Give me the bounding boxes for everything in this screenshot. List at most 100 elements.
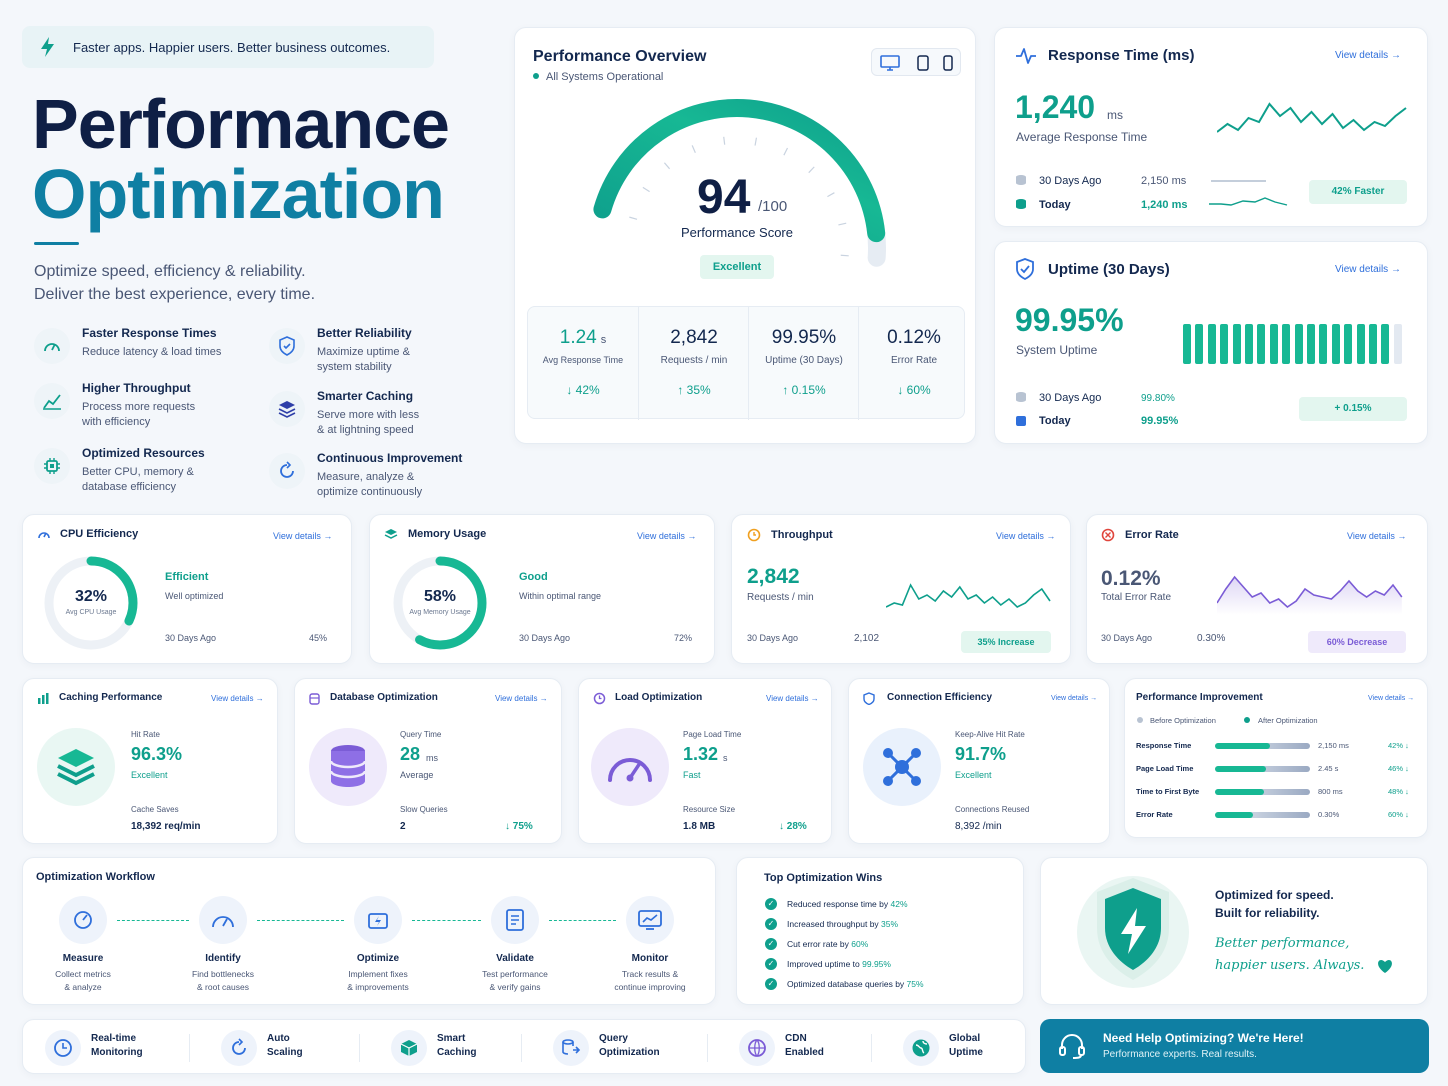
shield-lightning-illustration <box>1077 876 1189 988</box>
error-badge: 60% Decrease <box>1308 631 1406 653</box>
cpu-view-details[interactable]: View details → <box>273 531 333 541</box>
wins-title: Top Optimization Wins <box>764 872 883 884</box>
error-sparkline <box>1217 575 1403 615</box>
memory-view-details[interactable]: View details → <box>637 531 697 541</box>
throughput-view-details[interactable]: View details → <box>996 531 1056 541</box>
uptime-card: Uptime (30 Days) View details → 99.95% S… <box>994 241 1428 444</box>
feature-desc: database efficiency <box>82 481 176 493</box>
database-v2: 2 <box>400 821 406 832</box>
cpu-status: Efficient <box>165 571 209 583</box>
improvement-card: Performance Improvement View details → B… <box>1124 678 1428 838</box>
win-highlight: 42% <box>890 899 908 909</box>
feature-strip-label: Smart <box>437 1033 466 1044</box>
feature-strip-label: Enabled <box>785 1047 824 1058</box>
memory-card: Memory Usage View details → 58% Avg Memo… <box>369 514 715 664</box>
desktop-icon[interactable] <box>880 55 900 71</box>
caching-illustration <box>37 728 115 806</box>
legend-before-dot <box>1137 717 1143 723</box>
improvement-after-bar <box>1215 789 1265 795</box>
promo-line1: Optimized for speed. <box>1215 888 1334 902</box>
score-max: /100 <box>758 198 788 215</box>
improvement-view-details[interactable]: View details → <box>1368 695 1415 702</box>
workflow-step-title: Identify <box>205 953 241 964</box>
load-title: Load Optimization <box>615 692 703 703</box>
overview-stat: 99.95% Uptime (30 Days) ↑ 0.15% <box>748 307 858 420</box>
feature-desc: Process more requests <box>82 401 196 413</box>
help-button[interactable]: Need Help Optimizing? We're Here! Perfor… <box>1040 1019 1429 1073</box>
overview-title: Performance Overview <box>533 48 707 65</box>
overview-stat: 0.12% Error Rate ↓ 60% <box>858 307 968 420</box>
error-value: 0.12% <box>1101 567 1161 590</box>
workflow-step-desc: & root causes <box>197 982 249 992</box>
database-title: Database Optimization <box>330 692 438 703</box>
divider <box>707 1034 708 1062</box>
database-v1: 28 <box>400 744 421 764</box>
promo-line2: Built for reliability. <box>1215 906 1320 920</box>
workflow-step-desc: Test performance <box>482 969 548 979</box>
load-view-details[interactable]: View details → <box>766 694 819 703</box>
workflow-step-desc: continue improving <box>614 982 686 992</box>
uptime-bar <box>1232 324 1241 364</box>
win-highlight: 99.95% <box>862 959 891 969</box>
feature-strip-label: Scaling <box>267 1047 303 1058</box>
bar-chart-icon <box>38 693 49 704</box>
stat-value: 99.95% <box>771 327 837 348</box>
uptime-view-details[interactable]: View details → <box>1335 264 1401 275</box>
error-view-details[interactable]: View details → <box>1347 531 1407 541</box>
response-time-card: Response Time (ms) View details → 1,240 … <box>994 27 1428 227</box>
device-toggle <box>871 48 961 76</box>
feature-item: Smarter Caching Serve more with less & at … <box>269 385 484 445</box>
memory-title: Memory Usage <box>408 528 487 540</box>
uptime-bar <box>1294 324 1303 364</box>
score-badge: Excellent <box>700 255 774 279</box>
feature-item: Higher Throughput Process more requests wi… <box>34 377 249 437</box>
database-view-details[interactable]: View details → <box>495 694 548 703</box>
chip-icon <box>34 448 70 484</box>
gauge-tick <box>840 254 849 257</box>
error-title: Error Rate <box>1125 529 1179 541</box>
gauge-tick <box>663 162 671 170</box>
cpu-ring <box>44 556 138 650</box>
stat-change: ↓ 42% <box>566 383 600 397</box>
feature-title: Smarter Caching <box>317 389 414 403</box>
gauge-tick <box>723 136 726 145</box>
tablet-icon[interactable] <box>917 55 929 71</box>
workflow-step-title: Monitor <box>631 953 669 964</box>
improvement-row-label: Page Load Time <box>1136 764 1194 773</box>
stat-change: ↑ 0.15% <box>782 383 826 397</box>
load-v2: 1.8 MB <box>683 821 716 832</box>
caching-v1: 96.3% <box>131 744 183 764</box>
stat-label: Requests / min <box>660 355 728 366</box>
connection-v2: 8,392 /min <box>955 821 1002 832</box>
memory-desc: Within optimal range <box>519 591 602 601</box>
response-past-value: 2,150 ms <box>1141 175 1187 187</box>
workflow-card: Optimization Workflow Measure Collect met… <box>22 857 716 1005</box>
feature-strip-label: Global <box>949 1033 981 1044</box>
stat-label: Uptime (30 Days) <box>765 355 843 366</box>
workflow-connector <box>412 920 481 921</box>
mobile-icon[interactable] <box>943 55 953 71</box>
connection-card: Connection Efficiency View details → Kee… <box>848 678 1110 844</box>
response-badge: 42% Faster <box>1309 180 1407 204</box>
database-icon <box>1016 175 1026 185</box>
divider <box>871 1034 872 1062</box>
load-l1: Page Load Time <box>683 730 742 739</box>
improvement-row-value: 0.30% <box>1318 810 1340 819</box>
feature-desc: Measure, analyze & <box>317 471 415 483</box>
feature-desc: system stability <box>317 361 392 373</box>
caching-view-details[interactable]: View details → <box>211 694 264 703</box>
promo-script1: Better performance, <box>1215 936 1350 951</box>
uptime-bar <box>1195 324 1204 364</box>
response-view-details[interactable]: View details → <box>1335 50 1401 61</box>
memory-value: 58% <box>423 588 457 605</box>
stat-value: 2,842 <box>670 327 718 348</box>
feature-title: Faster Response Times <box>82 326 217 340</box>
workflow-connector <box>117 920 189 921</box>
workflow-step-desc: & verify gains <box>489 982 541 992</box>
overview-status: All Systems Operational <box>546 71 664 83</box>
stat-change: ↓ 60% <box>897 383 931 397</box>
connection-view-details[interactable]: View details → <box>1051 695 1098 702</box>
gauge-icon <box>38 532 50 539</box>
stacked-layers-icon <box>57 749 95 786</box>
divider <box>521 1034 522 1062</box>
